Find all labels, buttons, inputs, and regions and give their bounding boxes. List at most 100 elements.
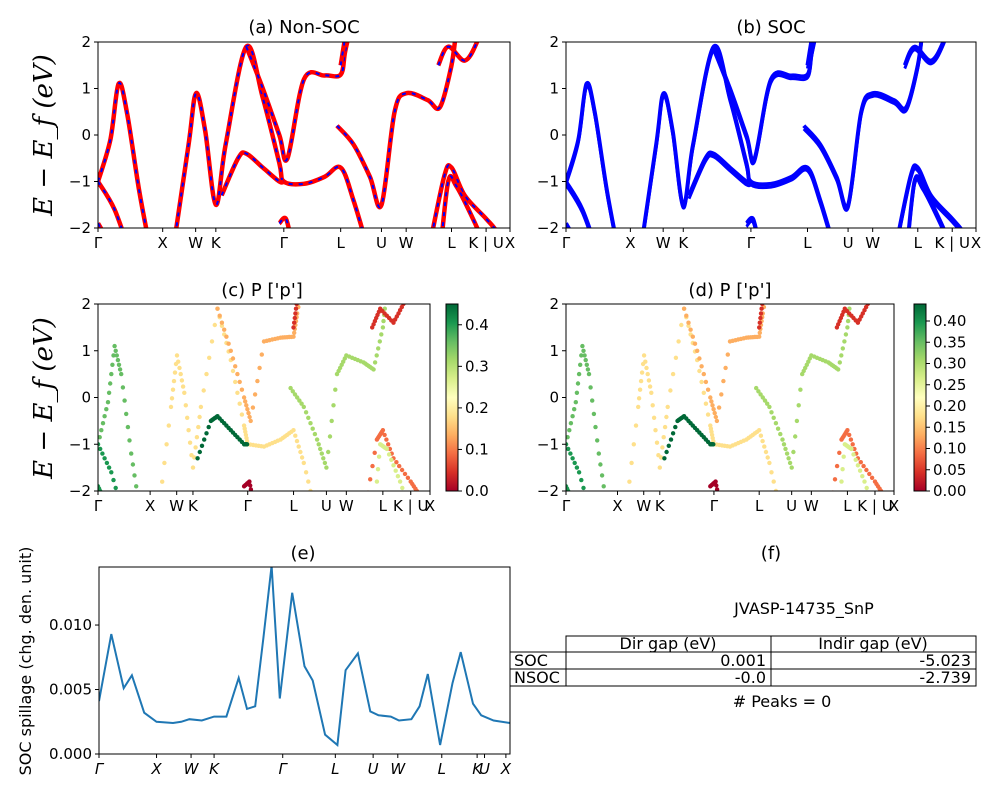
band-point [243,399,248,404]
band-point [113,485,118,491]
band-point [566,488,571,491]
xtick-label: Γ [279,760,289,778]
xtick-label: W [184,760,200,778]
band-point [778,508,782,512]
xtick-label: Γ [94,497,103,515]
band-point [303,470,309,475]
band-point [603,495,607,499]
band-point [299,455,305,460]
band-point [660,445,665,450]
band-point [588,385,593,390]
band-line-dashed-7 [336,42,456,209]
band-point [858,460,863,465]
band-point [310,426,315,431]
xtick-label: K [655,497,666,515]
band-point [681,306,687,311]
band-point [880,491,884,495]
ytick-label: −1 [537,435,559,453]
band-point [850,442,855,447]
band-point [574,390,580,395]
band-point [793,434,798,439]
band-point [104,460,110,466]
band-point [99,491,103,495]
band-line-split-11 [903,42,947,70]
band-point [714,483,719,488]
band-line-11 [902,42,946,67]
band-point [248,418,253,424]
band-point [166,423,171,428]
colorbar-tick-label: 0.0 [465,482,489,500]
band-point [636,396,642,401]
band-point [292,320,297,325]
band-line-split-7 [802,42,924,212]
band-point [860,474,865,479]
band-point [224,334,229,339]
band-point [294,304,299,307]
xtick-label: U [479,760,490,778]
band-point [869,475,875,480]
band-point [568,421,574,426]
band-point [372,450,377,455]
band-point [590,398,595,403]
band-point [709,399,714,404]
colorbar-tick-label: 0.35 [933,333,966,351]
band-point [638,378,644,384]
band-point [784,451,790,456]
band-point [326,449,331,455]
band-point [250,405,256,410]
band-point [767,404,772,410]
band-point [164,442,169,447]
xtick-label: L [336,234,345,252]
band-point [579,353,584,358]
band-line-7 [802,42,924,210]
band-point [695,348,700,353]
band-point [869,288,873,292]
band-point [661,435,666,440]
xtick-label: Γ [280,234,289,252]
band-point [102,456,107,461]
band-point [697,356,702,361]
band-point [195,456,200,461]
band-point [301,460,306,466]
band-point [646,378,652,383]
band-point [297,398,302,403]
band-point [650,403,655,408]
xtick-label: K | U [857,497,892,515]
band-point [853,457,858,462]
xtick-label: U [786,497,797,515]
band-point [129,451,134,456]
band-line-dashed-9 [441,175,479,228]
band-point [201,388,206,393]
xtick-label: W [188,234,203,252]
band-point [312,431,318,437]
ytick-label: −1 [69,435,91,453]
band-point [842,339,847,344]
band-point [248,487,254,491]
band-point [848,437,854,442]
band-point [864,467,869,473]
band-point [395,474,401,479]
band-point [291,428,296,433]
band-point [760,304,765,307]
band-point [389,457,394,462]
xtick-label: W [636,497,651,515]
gap-table: JVASP-14735_SnP Dir gap (eV) Indir gap (… [509,599,977,711]
band-point [861,463,866,469]
band-line-split-0 [566,84,615,228]
colorbar-c-ticks: 0.4 0.3 0.2 0.1 0.0 [458,316,489,500]
band-point [838,492,842,496]
band-point [295,395,300,400]
xtick-label: X [505,234,515,252]
band-point [690,334,695,339]
band-line-dashed-1 [98,180,123,228]
xtick-label: Γ [747,234,756,252]
band-point [769,410,774,415]
band-point [111,477,116,483]
band-point [293,306,299,311]
band-point [878,488,884,491]
band-point [255,378,260,384]
band-points [98,304,420,495]
